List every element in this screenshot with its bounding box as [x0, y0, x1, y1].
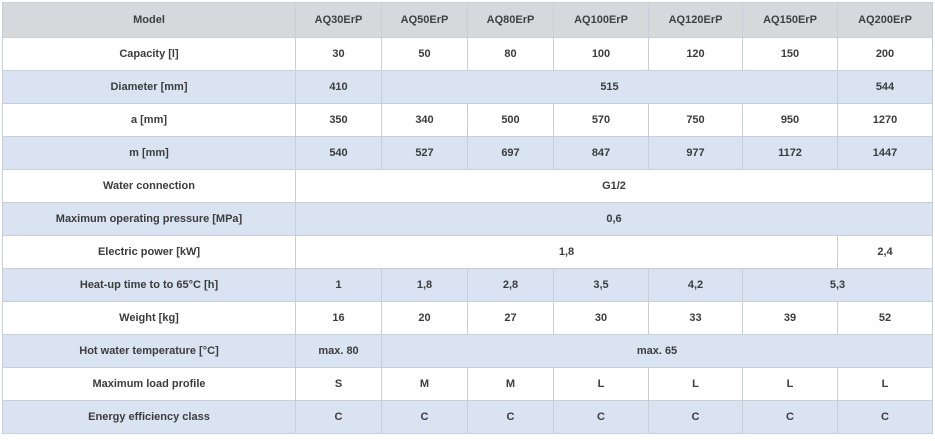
table-cell: 1172	[742, 136, 838, 170]
table-cell: L	[837, 367, 933, 401]
table-cell: 950	[742, 103, 838, 137]
row-label: Weight [kg]	[2, 301, 296, 335]
table-cell: 0,6	[295, 202, 933, 236]
table-cell: 5,3	[742, 268, 933, 302]
table-cell: 1270	[837, 103, 933, 137]
table-row: Heat-up time to to 65°C [h] 1 1,8 2,8 3,5 4,2…	[2, 268, 933, 302]
table-cell: 200	[837, 37, 933, 71]
table-row: Electric power [kW] 1,8 2,4	[2, 235, 933, 269]
table-cell: 80	[467, 37, 554, 71]
table-row: a [mm] 350 340 500 570 750 950 1270	[2, 103, 933, 137]
table-cell: 570	[553, 103, 649, 137]
table-cell: max. 80	[295, 334, 382, 368]
table-cell: 100	[553, 37, 649, 71]
table-cell: 410	[295, 70, 382, 104]
table-cell: C	[381, 400, 468, 434]
table-row: Water connection G1/2	[2, 169, 933, 203]
table-cell: C	[553, 400, 649, 434]
table-cell: 1,8	[381, 268, 468, 302]
header-model-cell: AQ80ErP	[467, 2, 554, 38]
table-cell: 515	[381, 70, 838, 104]
table-cell: 4,2	[648, 268, 743, 302]
table-cell: M	[381, 367, 468, 401]
row-label: Diameter [mm]	[2, 70, 296, 104]
table-cell: 3,5	[553, 268, 649, 302]
table-cell: 697	[467, 136, 554, 170]
table-cell: max. 65	[381, 334, 933, 368]
table-cell: 33	[648, 301, 743, 335]
table-row: Energy efficiency class C C C C C C C	[2, 400, 933, 434]
table-cell: 750	[648, 103, 743, 137]
table-cell: 16	[295, 301, 382, 335]
table-cell: 120	[648, 37, 743, 71]
header-model-cell: AQ50ErP	[381, 2, 468, 38]
header-model-cell: AQ200ErP	[837, 2, 933, 38]
table-cell: 30	[295, 37, 382, 71]
table-cell: 50	[381, 37, 468, 71]
table-cell: L	[553, 367, 649, 401]
header-model-cell: AQ30ErP	[295, 2, 382, 38]
row-label: Maximum operating pressure [MPa]	[2, 202, 296, 236]
table-body: Capacity [l] 30 50 80 100 120 150 200 Diameter […	[2, 37, 933, 434]
table-cell: 847	[553, 136, 649, 170]
table-row: Maximum operating pressure [MPa] 0,6	[2, 202, 933, 236]
header-model-cell: AQ100ErP	[553, 2, 649, 38]
table-row: Hot water temperature [°C] max. 80 max. 65	[2, 334, 933, 368]
row-label: Heat-up time to to 65°C [h]	[2, 268, 296, 302]
table-cell: L	[742, 367, 838, 401]
row-label: Energy efficiency class	[2, 400, 296, 434]
table-cell: 1	[295, 268, 382, 302]
table-cell: C	[467, 400, 554, 434]
table-cell: 39	[742, 301, 838, 335]
table-row: m [mm] 540 527 697 847 977 1172 1447	[2, 136, 933, 170]
table-cell: 1,8	[295, 235, 838, 269]
table-row: Weight [kg] 16 20 27 30 33 39 52	[2, 301, 933, 335]
table-header: Model AQ30ErP AQ50ErP AQ80ErP AQ100ErP AQ120E…	[2, 2, 933, 38]
table-cell: C	[742, 400, 838, 434]
table-cell: 150	[742, 37, 838, 71]
table-cell: 2,4	[837, 235, 933, 269]
table-cell: 544	[837, 70, 933, 104]
row-label: Electric power [kW]	[2, 235, 296, 269]
table-cell: L	[648, 367, 743, 401]
table-cell: 350	[295, 103, 382, 137]
header-model-cell: AQ120ErP	[648, 2, 743, 38]
table-cell: 20	[381, 301, 468, 335]
table-row: Diameter [mm] 410 515 544	[2, 70, 933, 104]
header-row: Model AQ30ErP AQ50ErP AQ80ErP AQ100ErP AQ120E…	[2, 2, 933, 38]
table-cell: 500	[467, 103, 554, 137]
table-cell: 340	[381, 103, 468, 137]
row-label: Capacity [l]	[2, 37, 296, 71]
table-cell: 1447	[837, 136, 933, 170]
header-model-label: Model	[2, 2, 296, 38]
table-cell: 2,8	[467, 268, 554, 302]
table-cell: 52	[837, 301, 933, 335]
table-row: Capacity [l] 30 50 80 100 120 150 200	[2, 37, 933, 71]
table-row: Maximum load profile S M M L L L L	[2, 367, 933, 401]
table-cell: C	[648, 400, 743, 434]
table-cell: 527	[381, 136, 468, 170]
header-model-cell: AQ150ErP	[742, 2, 838, 38]
table-cell: 540	[295, 136, 382, 170]
row-label: m [mm]	[2, 136, 296, 170]
table-cell: S	[295, 367, 382, 401]
row-label: Hot water temperature [°C]	[2, 334, 296, 368]
table-cell: C	[837, 400, 933, 434]
table-cell: M	[467, 367, 554, 401]
table-cell: 977	[648, 136, 743, 170]
specification-table: Model AQ30ErP AQ50ErP AQ80ErP AQ100ErP AQ120E…	[2, 2, 933, 434]
table-cell: G1/2	[295, 169, 933, 203]
table-cell: 30	[553, 301, 649, 335]
row-label: Maximum load profile	[2, 367, 296, 401]
row-label: Water connection	[2, 169, 296, 203]
table-cell: C	[295, 400, 382, 434]
table-cell: 27	[467, 301, 554, 335]
row-label: a [mm]	[2, 103, 296, 137]
